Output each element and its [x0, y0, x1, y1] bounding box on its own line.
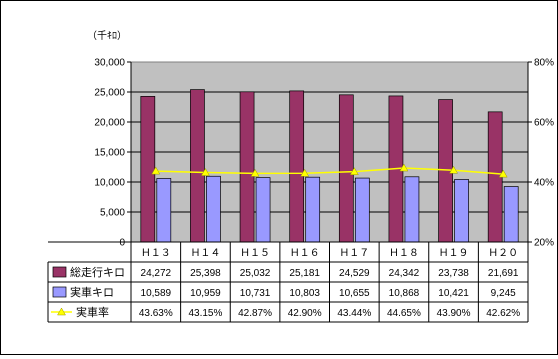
y2-tick-label: 60%: [534, 118, 554, 129]
rate-point: [300, 168, 310, 177]
data-label: 24,272: [141, 268, 172, 279]
data-label: 10,868: [389, 288, 420, 299]
data-label: 10,421: [438, 288, 469, 299]
data-label: 42.62%: [486, 308, 520, 319]
x-tick-label: Ｈ２０: [488, 248, 518, 259]
rate-point: [349, 167, 359, 175]
data-label: 10,959: [190, 288, 221, 299]
y-tick-label: 30,000: [94, 58, 125, 69]
y2-tick-label: 80%: [534, 58, 554, 69]
data-label: 44.65%: [387, 308, 421, 319]
bar-actual: [454, 179, 469, 243]
unit-label: （千ｷﾛ）: [87, 30, 127, 42]
y-tick-label: 5,000: [100, 208, 125, 219]
data-label: 42.90%: [288, 308, 322, 319]
y-tick-label: 10,000: [94, 178, 125, 189]
data-label: 25,181: [289, 268, 320, 279]
bar-actual: [255, 177, 271, 243]
data-label: 24,342: [389, 268, 420, 279]
data-label: 43.63%: [139, 308, 173, 319]
rate-point: [399, 163, 409, 172]
legend-label: 総走行キロ: [70, 265, 125, 279]
y-tick-label: 0: [119, 238, 125, 249]
y-tick-label: 20,000: [94, 118, 125, 129]
rate-line: [155, 167, 504, 175]
data-label: 23,738: [438, 268, 469, 279]
data-label: 25,398: [190, 268, 221, 279]
rate-point: [498, 169, 508, 178]
data-label: 25,032: [240, 268, 271, 279]
data-label: 10,803: [289, 288, 320, 299]
chart: （千ｷﾛ） 0 5,000 10,000 15,000 20,000 25,000 30,0…: [47, 30, 554, 323]
rate-point: [201, 168, 210, 176]
y2-tick-label: 20%: [534, 238, 554, 249]
data-label: 43.44%: [337, 308, 371, 319]
bar-actual: [305, 176, 321, 243]
bar-actual: [404, 176, 420, 243]
y2-tick-label: 40%: [534, 178, 554, 189]
data-label: 43.15%: [188, 308, 222, 319]
x-tick-label: Ｈ１５: [240, 248, 270, 259]
data-label: 10,731: [240, 288, 271, 299]
legend-key-total: [52, 266, 67, 278]
y-tick-label: 25,000: [94, 88, 125, 99]
data-label: 42.87%: [238, 308, 272, 319]
bar-total: [239, 91, 255, 243]
x-tick-label: Ｈ１７: [339, 248, 369, 259]
legend-key-rate-marker: [57, 307, 66, 316]
rate-point: [151, 166, 161, 175]
data-label: 10,655: [339, 288, 370, 299]
y-tick-label: 15,000: [94, 148, 125, 159]
x-tick-label: Ｈ１３: [141, 248, 171, 259]
rate-point: [449, 165, 458, 174]
bar-actual: [354, 177, 370, 243]
bar-total: [140, 96, 156, 243]
bar-total: [190, 89, 205, 243]
x-tick-label: Ｈ１４: [190, 248, 220, 259]
x-tick-label: Ｈ１８: [389, 248, 419, 259]
legend-label: 実車キロ: [70, 285, 114, 299]
bar-total: [289, 90, 305, 243]
bar-actual: [156, 178, 172, 243]
x-tick-label: Ｈ１９: [439, 248, 469, 259]
legend-key-actual: [52, 286, 67, 298]
bar-actual: [206, 175, 221, 243]
bar-total: [338, 94, 354, 243]
x-tick-label: Ｈ１６: [290, 248, 320, 259]
data-label: 43.90%: [437, 308, 471, 319]
data-label: 9,245: [491, 288, 516, 299]
data-label: 21,691: [488, 268, 519, 279]
data-label: 24,529: [339, 268, 370, 279]
rate-point: [250, 168, 260, 177]
data-label: 10,589: [141, 288, 172, 299]
legend-label: 実車率: [76, 305, 109, 319]
bar-actual: [503, 186, 519, 243]
